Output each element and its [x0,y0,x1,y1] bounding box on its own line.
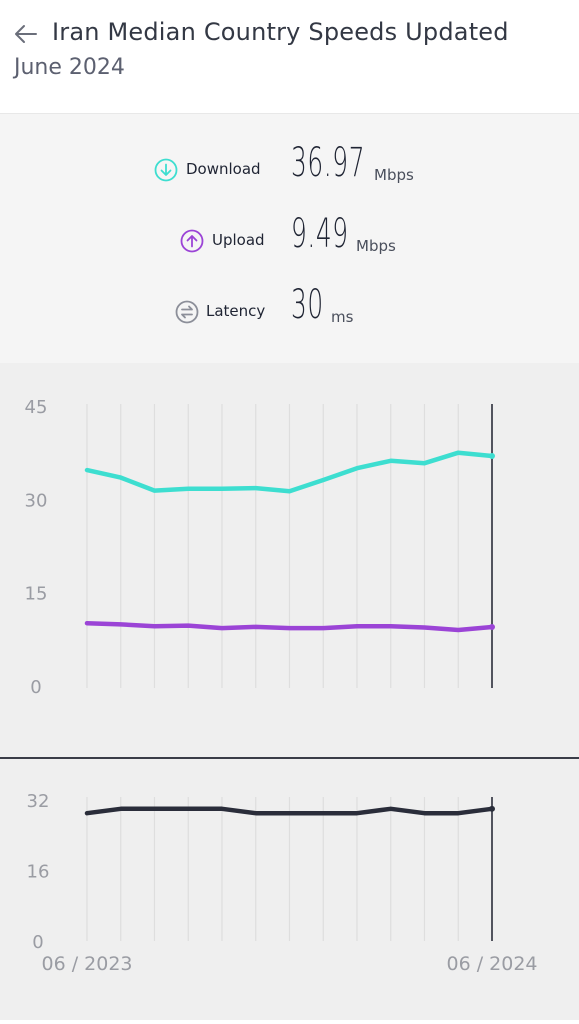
data-point [489,452,495,459]
latency-unit: ms [331,308,354,326]
upload-label: Upload [212,231,265,249]
x-end-label: 06 / 2024 [446,953,537,975]
y-tick-label: 30 [25,490,48,511]
upload-unit: Mbps [356,237,396,255]
speed-chart: 45 30 15 0 [0,363,579,758]
data-point [489,623,495,630]
y-tick-label: 16 [27,862,50,883]
download-icon [154,158,178,182]
speed-chart-svg: 45 30 15 0 [25,397,495,698]
speed-summary: Download 36.97 Mbps Upload 9.49 Mbps Lat… [0,113,579,363]
latency-chart: 32 16 0 06 / 2023 06 / 2024 [0,759,579,1020]
download-label: Download [186,160,261,178]
latency-chart-svg: 32 16 006 / 2023 06 / 2024 [27,791,538,975]
latency-value: 30 [291,282,324,328]
back-arrow-icon[interactable] [10,18,42,50]
y-tick-label: 15 [25,584,48,605]
page-header: Iran Median Country Speeds Updated June … [0,0,579,110]
y-tick-label: 45 [25,397,48,418]
series-line-0 [84,806,495,816]
x-start-label: 06 / 2023 [41,953,132,975]
series-line-1 [84,620,495,633]
upload-value: 9.49 [291,211,349,257]
upload-stat: Upload 9.49 Mbps [0,211,579,267]
chart-divider [0,757,579,759]
y-tick-label: 32 [27,791,50,812]
upload-icon [180,229,204,253]
latency-icon [175,300,199,324]
page-subtitle: June 2024 [14,55,125,80]
y-tick-label: 0 [30,677,41,698]
download-stat: Download 36.97 Mbps [0,140,579,196]
data-point [489,805,495,812]
latency-stat: Latency 30 ms [0,282,579,338]
series-line-0 [84,450,495,494]
download-value: 36.97 [291,140,366,186]
download-unit: Mbps [374,166,414,184]
page-title: Iran Median Country Speeds Updated [52,18,509,46]
y-tick-label: 0 [32,932,43,953]
latency-label: Latency [206,302,266,320]
